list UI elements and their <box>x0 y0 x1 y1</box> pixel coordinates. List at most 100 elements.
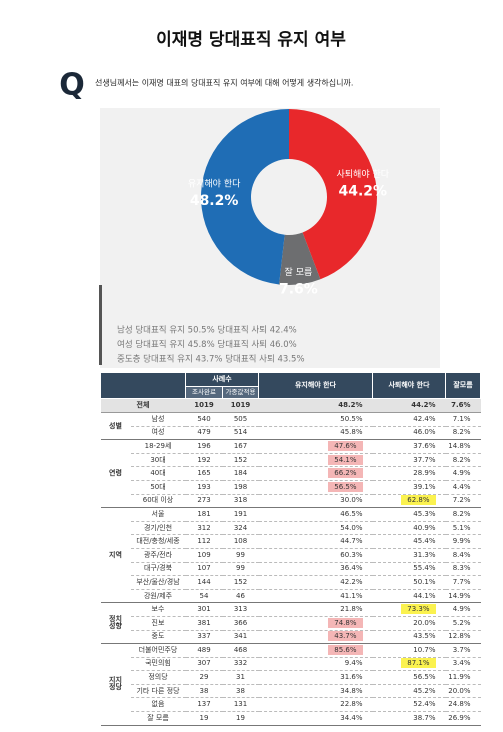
cell: 18-29세 <box>130 439 186 454</box>
cell: 44.7% <box>258 534 373 549</box>
cell: 192 <box>185 453 223 468</box>
cell: 54 <box>185 589 223 604</box>
cell: 4.9% <box>445 466 481 481</box>
cell: 46 <box>222 589 259 604</box>
cell: 165 <box>185 466 223 481</box>
cell: 19 <box>222 711 259 726</box>
cell: 366 <box>222 616 259 631</box>
cell: 남성 <box>130 412 186 427</box>
slice-label: 사퇴해야 한다 <box>336 169 389 180</box>
cell: 48.2% <box>258 398 373 413</box>
cell: 38.7% <box>372 711 446 726</box>
cell: 45.4% <box>372 534 446 549</box>
data-row: 광주/전라 109 99 60.3% 31.3% 8.4% <box>101 548 481 563</box>
data-row: 지역 서울 181 191 46.5% 45.3% 8.2% <box>100 507 481 604</box>
cell: 41.1% <box>258 589 373 604</box>
cell: 301 <box>185 602 223 617</box>
cell: 4.4% <box>445 480 481 495</box>
cell: 137 <box>185 697 223 713</box>
cell: 99 <box>222 548 259 563</box>
data-row: 성별 남성 540 505 50.5% 42.4% 7.1% <box>100 412 481 441</box>
slice-value: 7.6% <box>279 281 318 297</box>
cell: 50.1% <box>372 575 446 590</box>
cell: 4.9% <box>445 602 481 617</box>
note: 남성 당대표직 유지 50.5% 당대표직 사퇴 42.4% <box>117 325 297 336</box>
slice-value: 48.2% <box>190 193 239 209</box>
cell: 전체 <box>100 398 186 413</box>
cell: 62.8% <box>372 494 446 509</box>
data-row: 대전/충청/세종 112 108 44.7% 45.4% 9.9% <box>101 534 481 549</box>
cell: 진보 <box>130 616 186 631</box>
cell: 34.4% <box>258 711 373 726</box>
cell: 152 <box>222 575 259 590</box>
cell: 318 <box>222 494 259 509</box>
cell: 50대 <box>130 480 186 495</box>
cell: 273 <box>185 494 223 509</box>
highlight: 74.8% <box>328 617 363 628</box>
cell: 여성 <box>130 426 186 441</box>
cell: 324 <box>222 521 259 536</box>
data-row: 진보 381 366 74.8% 20.0% 5.2% <box>101 616 481 631</box>
cell: 강원/제주 <box>130 589 186 604</box>
table: 사례수 유지해야 한다 사퇴해야 한다 잘모름 조사완료 가중값적용 전체 1019 1019 4… <box>100 372 482 726</box>
cell: 20.0% <box>445 684 481 699</box>
cell: 45.8% <box>258 426 373 441</box>
cell: 8.4% <box>445 548 481 563</box>
cell: 37.6% <box>372 439 446 454</box>
cell: 7.7% <box>445 575 481 590</box>
data-row: 여성 479 514 45.8% 46.0% 8.2% <box>101 426 481 441</box>
cell: 45.3% <box>372 507 446 522</box>
group-label: 지역 <box>100 507 131 604</box>
cell: 45.2% <box>372 684 446 699</box>
cell: 9.9% <box>445 534 481 549</box>
cell: 26.9% <box>445 711 481 726</box>
data-row: 국민의힘 307 332 9.4% 87.1% 3.4% <box>101 657 481 672</box>
cell: 경기/인천 <box>130 521 186 536</box>
highlight: 47.6% <box>328 440 363 451</box>
cell: 대구/경북 <box>130 562 186 577</box>
cell: 167 <box>222 439 259 454</box>
cell: 20.0% <box>372 616 446 631</box>
cell: 131 <box>222 697 259 713</box>
cell: 109 <box>185 548 223 563</box>
cell: 87.1% <box>372 657 446 672</box>
cell: 43.5% <box>372 630 446 645</box>
cell: 46.0% <box>372 426 446 441</box>
cell: 중도 <box>130 630 186 645</box>
cell: 8.2% <box>445 453 481 468</box>
cell: 42.2% <box>258 575 373 590</box>
group-label: 성별 <box>100 412 131 441</box>
cell: 44.2% <box>372 398 446 413</box>
data-row: 50대 193 198 56.5% 39.1% 4.4% <box>101 480 481 495</box>
cell: 국민의힘 <box>130 657 186 672</box>
header-row: 사례수 유지해야 한다 사퇴해야 한다 잘모름 <box>100 372 482 399</box>
data-row: 대구/경북 107 99 36.4% 55.4% 8.3% <box>101 562 481 577</box>
cell: 31.6% <box>258 670 373 685</box>
cell: 24.8% <box>445 697 481 713</box>
cell: 307 <box>185 657 223 672</box>
data-row: 중도 337 341 43.7% 43.5% 12.8% <box>101 630 481 645</box>
cell: 60대 이상 <box>130 494 186 509</box>
cell: 191 <box>222 507 259 522</box>
donut-slice <box>289 109 377 280</box>
cell: 14.9% <box>445 589 481 604</box>
header-sub: 조사완료 <box>185 386 223 399</box>
cell: 12.8% <box>445 630 481 645</box>
cell: 47.6% <box>258 439 373 454</box>
cell: 108 <box>222 534 259 549</box>
cell: 34.8% <box>258 684 373 699</box>
data-row: 연령 18-29세 196 167 47.6% 37.6% 14.8% <box>100 439 481 509</box>
cell: 28.9% <box>372 466 446 481</box>
cell: 10.7% <box>372 643 446 658</box>
cell: 196 <box>185 439 223 454</box>
cell: 7.2% <box>445 494 481 509</box>
donut-slice <box>279 232 321 286</box>
header-sub: 가중값적용 <box>221 386 260 399</box>
title: 이재명 당대표직 유지 여부 <box>156 30 346 50</box>
cell: 54.0% <box>258 521 373 536</box>
cell: 21.8% <box>258 602 373 617</box>
cell: 341 <box>222 630 259 645</box>
highlight: 43.7% <box>328 631 363 642</box>
